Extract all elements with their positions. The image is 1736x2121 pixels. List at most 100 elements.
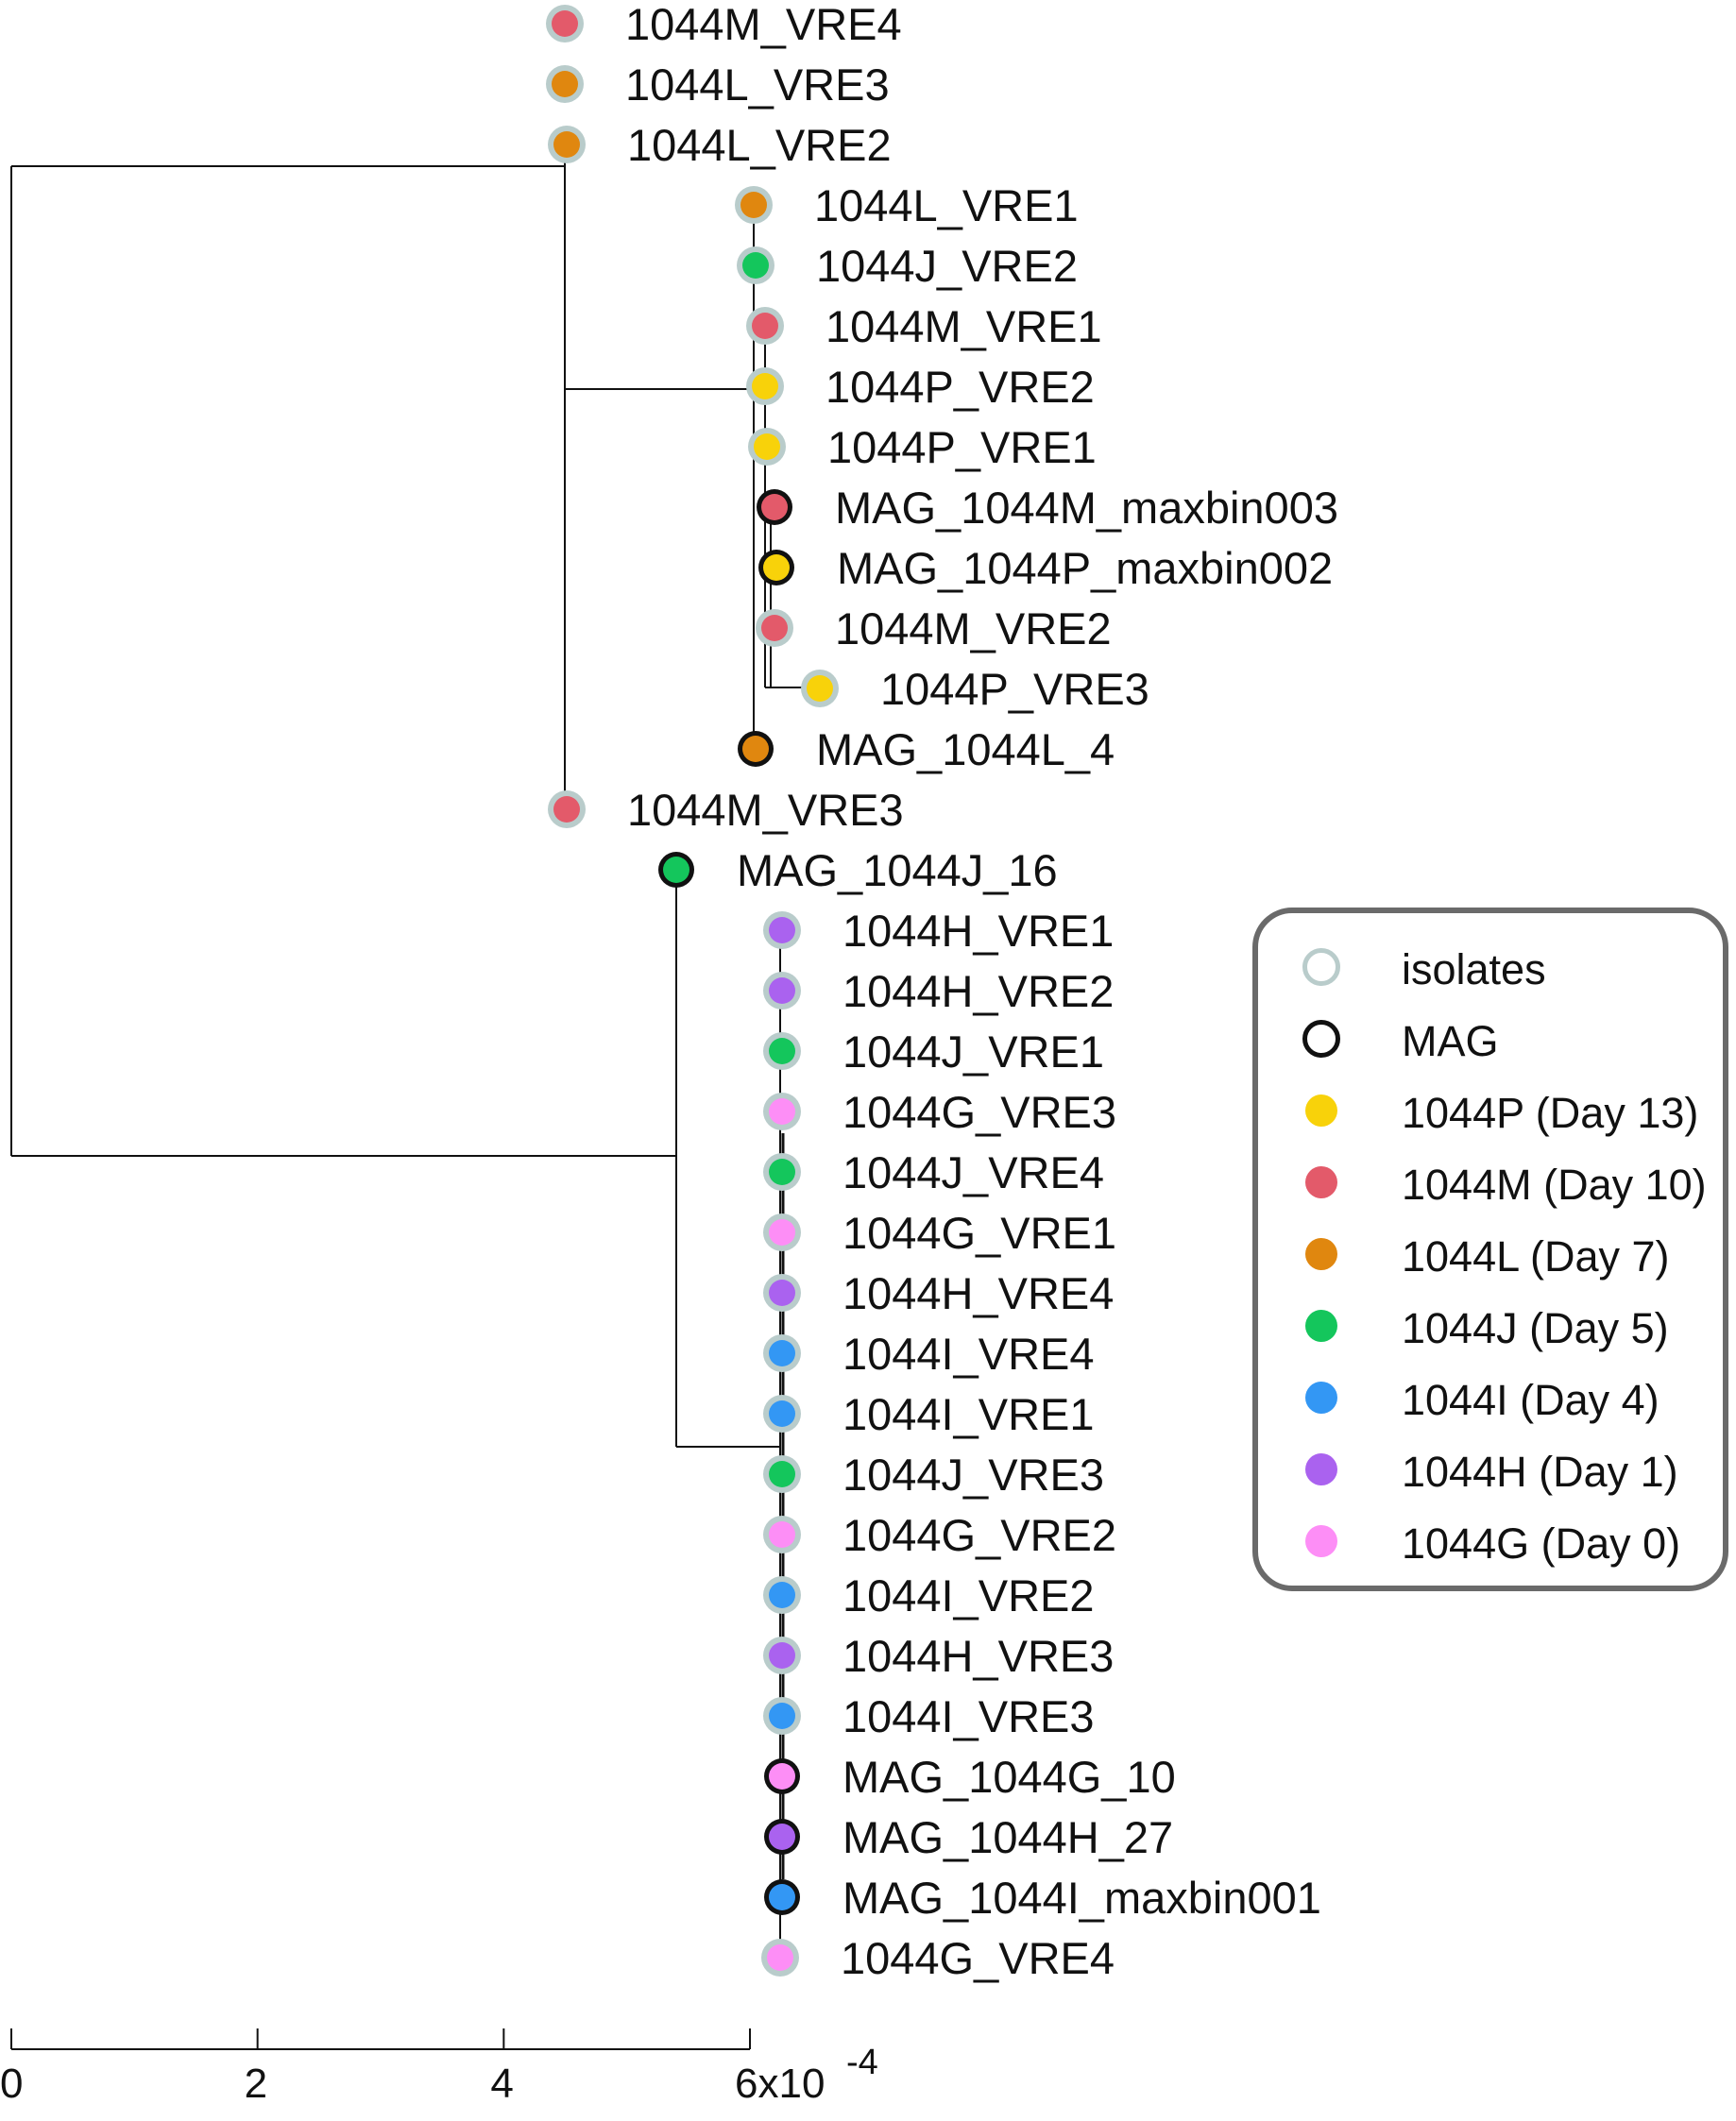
tip-label: 1044I_VRE2 [842, 1570, 1095, 1620]
tip-label: MAG_1044P_maxbin002 [837, 543, 1333, 593]
tree-tip: 1044G_VRE3 [763, 1087, 1116, 1137]
tip-label: 1044J_VRE3 [842, 1450, 1104, 1500]
legend-color-dot [1305, 1238, 1337, 1270]
tip-label: 1044G_VRE4 [841, 1933, 1115, 1983]
tip-label: 1044H_VRE1 [842, 906, 1114, 956]
sample-color-dot [769, 1159, 795, 1185]
tree-tip: 1044M_VRE3 [548, 785, 904, 835]
tree-tip: 1044M_VRE2 [756, 603, 1112, 653]
sample-color-dot [742, 736, 769, 762]
legend-item-label: 1044P (Day 13) [1402, 1089, 1699, 1137]
legend-color-dot [1305, 1525, 1337, 1557]
sample-color-dot [761, 494, 788, 520]
tree-tip: 1044L_VRE3 [546, 59, 890, 110]
sample-color-dot [769, 1280, 795, 1306]
sample-color-dot [769, 1521, 795, 1548]
tip-label: 1044J_VRE1 [842, 1027, 1104, 1077]
scale-axis-tick-label: 4 [490, 2061, 513, 2107]
tree-tip: 1044M_VRE4 [546, 0, 902, 49]
legend-ring-symbol [1302, 1020, 1340, 1058]
sample-color-dot [754, 433, 780, 460]
tip-label: MAG_1044H_27 [842, 1812, 1173, 1862]
tree-tip: 1044L_VRE1 [735, 180, 1079, 230]
legend-item: 1044J (Day 5) [1258, 1298, 1723, 1355]
tip-label: 1044M_VRE4 [625, 0, 902, 49]
legend-item-label: 1044J (Day 5) [1402, 1304, 1669, 1352]
sample-color-dot [769, 1884, 795, 1910]
tip-label: 1044M_VRE1 [825, 301, 1102, 351]
tree-tip: MAG_1044H_27 [764, 1812, 1173, 1862]
sample-color-dot [552, 10, 578, 37]
tip-label: 1044M_VRE3 [627, 785, 904, 835]
scale-axis-tick-label: 0 [0, 2061, 23, 2107]
tip-label: 1044L_VRE2 [627, 120, 892, 170]
tip-label: 1044H_VRE3 [842, 1631, 1114, 1681]
tree-tip: 1044J_VRE1 [763, 1027, 1104, 1077]
tree-tip: 1044P_VRE2 [746, 362, 1095, 412]
sample-color-dot [769, 1038, 795, 1064]
sample-color-dot [769, 1824, 795, 1850]
tree-tip: 1044I_VRE2 [763, 1570, 1095, 1620]
tree-tip: 1044G_VRE2 [763, 1510, 1116, 1560]
legend-item-label: isolates [1402, 945, 1546, 993]
legend-color-dot [1305, 1094, 1337, 1127]
scale-axis-exponent: -4 [846, 2043, 878, 2082]
legend-item: 1044I (Day 4) [1258, 1370, 1723, 1427]
tree-tip: 1044H_VRE3 [763, 1631, 1114, 1681]
tip-label: 1044P_VRE3 [880, 664, 1149, 714]
tip-label: MAG_1044M_maxbin003 [835, 483, 1338, 533]
tip-label: 1044I_VRE1 [842, 1389, 1095, 1439]
scale-axis-ticks: 0 2 4 6x10 [0, 2028, 825, 2107]
sample-color-dot [763, 554, 790, 581]
legend-item-label: 1044G (Day 0) [1402, 1519, 1681, 1568]
tree-tip: MAG_1044P_maxbin002 [758, 543, 1333, 593]
sample-color-dot [769, 917, 795, 943]
legend-ring-symbol [1302, 948, 1340, 986]
scale-axis-tick-label: 2 [245, 2061, 267, 2107]
sample-color-dot [769, 1098, 795, 1125]
tip-label: 1044I_VRE4 [842, 1329, 1095, 1379]
sample-color-dot [807, 675, 833, 702]
legend: isolates MAG 1044P (Day 13) 1044M (Day 10) 1… [1252, 908, 1728, 1591]
scale-axis-tick-label: 6x10 [735, 2061, 825, 2107]
legend-item: MAG [1258, 1011, 1723, 1068]
tip-label: 1044P_VRE2 [825, 362, 1095, 412]
sample-color-dot [769, 1763, 795, 1790]
tree-tip: 1044H_VRE2 [763, 966, 1114, 1016]
legend-color-dot [1305, 1310, 1337, 1342]
sample-color-dot [769, 1219, 795, 1246]
tree-tip: MAG_1044M_maxbin003 [757, 483, 1338, 533]
sample-color-dot [552, 71, 578, 97]
sample-color-dot [752, 313, 778, 339]
legend-item: 1044M (Day 10) [1258, 1155, 1723, 1212]
tip-label: 1044J_VRE2 [816, 241, 1078, 291]
legend-item: 1044G (Day 0) [1258, 1514, 1723, 1570]
tip-label: 1044H_VRE4 [842, 1268, 1114, 1318]
sample-color-dot [761, 615, 788, 641]
legend-item: isolates [1258, 940, 1723, 996]
legend-color-dot [1305, 1166, 1337, 1198]
tip-label: MAG_1044J_16 [737, 845, 1058, 895]
tip-label: 1044L_VRE1 [814, 180, 1079, 230]
tip-label: 1044I_VRE3 [842, 1691, 1095, 1741]
sample-color-dot [740, 192, 767, 218]
tip-label: 1044J_VRE4 [842, 1147, 1104, 1197]
tip-label: 1044G_VRE3 [842, 1087, 1116, 1137]
legend-item-label: MAG [1402, 1017, 1499, 1065]
sample-color-dot [769, 1340, 795, 1366]
tip-label: 1044G_VRE1 [842, 1208, 1116, 1258]
tree-tip: 1044G_VRE4 [761, 1933, 1115, 1983]
legend-item: 1044P (Day 13) [1258, 1083, 1723, 1140]
tree-tip: 1044P_VRE3 [801, 664, 1149, 714]
tree-tip: 1044H_VRE1 [763, 906, 1114, 956]
tree-tip: 1044J_VRE3 [763, 1450, 1104, 1500]
tree-tip: MAG_1044J_16 [658, 845, 1058, 895]
tip-label: 1044G_VRE2 [842, 1510, 1116, 1560]
tip-label: MAG_1044I_maxbin001 [842, 1873, 1321, 1923]
tree-tip: MAG_1044G_10 [764, 1752, 1176, 1802]
sample-color-dot [752, 373, 778, 399]
sample-color-dot [769, 977, 795, 1004]
tip-label: MAG_1044L_4 [816, 724, 1115, 774]
legend-item: 1044H (Day 1) [1258, 1442, 1723, 1499]
